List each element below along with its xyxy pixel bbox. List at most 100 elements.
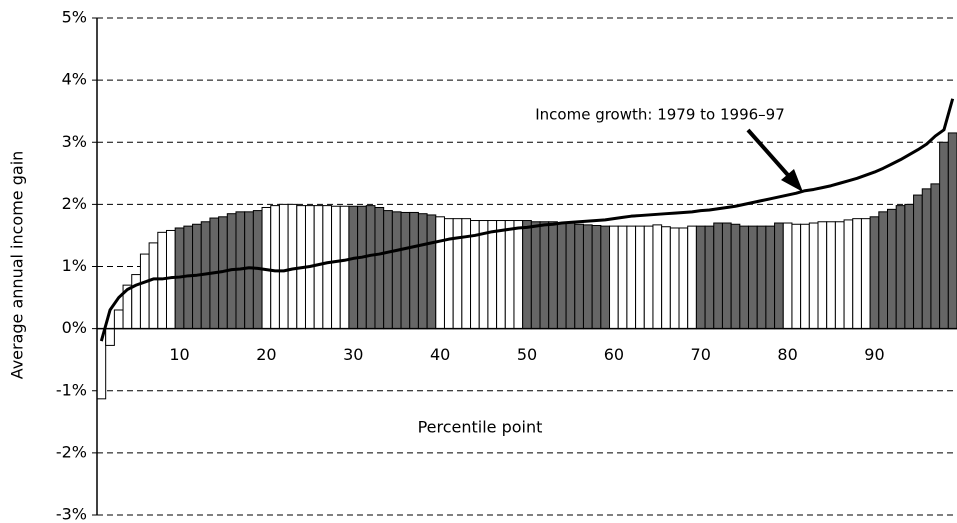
bar [852, 218, 862, 330]
bar [331, 205, 341, 330]
y-tick-label: 0% [62, 318, 87, 337]
bar [400, 211, 411, 330]
bar [600, 225, 611, 330]
bar [478, 220, 489, 330]
y-axis-label: Average annual income gain [8, 151, 27, 380]
bar [904, 203, 915, 330]
x-tick-label: 90 [864, 345, 884, 364]
y-tick-label: 1% [62, 256, 87, 275]
bar [504, 220, 515, 330]
bar [921, 188, 932, 330]
y-tick-label: 5% [62, 8, 87, 27]
bar [339, 205, 350, 330]
bar [548, 221, 558, 330]
bar [487, 220, 498, 330]
annotation-arrow [746, 128, 803, 192]
bar [443, 218, 454, 330]
bar [322, 205, 333, 330]
bar [669, 227, 680, 330]
bar [383, 210, 393, 330]
bar [591, 224, 602, 330]
bar [609, 225, 619, 330]
plot-area: -3% -2% -1% 0% 1% 2% 3% 4% 5% 10 20 30 40 50 60 70 80 90 [56, 8, 957, 523]
bar [826, 221, 836, 330]
bar [930, 183, 941, 330]
bar [765, 225, 776, 330]
bar [435, 216, 445, 330]
x-tick-label: 80 [777, 345, 797, 364]
bar [357, 205, 367, 330]
bar [574, 223, 584, 330]
bar [843, 219, 854, 330]
bar [626, 225, 637, 330]
x-tick-label: 30 [343, 345, 363, 364]
x-tick-label: 60 [604, 345, 624, 364]
bar [756, 225, 767, 330]
bar [774, 222, 784, 330]
bar [834, 221, 845, 330]
y-tick-label: 3% [62, 132, 87, 151]
bar [617, 225, 628, 330]
bar [148, 242, 159, 330]
bar [270, 205, 280, 330]
bar [278, 203, 289, 330]
bar [878, 211, 889, 330]
bar [582, 224, 593, 330]
bar [522, 220, 532, 330]
bar [565, 222, 576, 330]
bar [817, 221, 828, 330]
bar [739, 225, 750, 330]
bar [391, 211, 402, 330]
bar [687, 225, 697, 330]
bar [939, 141, 949, 330]
bar [496, 220, 506, 330]
bar [556, 222, 567, 330]
bar [452, 218, 463, 330]
bar [704, 225, 715, 330]
bar [348, 205, 359, 330]
y-tick-label: -2% [56, 442, 87, 461]
bar [539, 221, 550, 330]
bar [652, 224, 663, 330]
bar [678, 227, 689, 330]
bar [895, 205, 906, 330]
bar [417, 213, 428, 330]
bar [791, 223, 802, 330]
bar [748, 225, 758, 330]
bar [860, 218, 871, 330]
x-tick-label: 70 [691, 345, 711, 364]
income-growth-line [99, 98, 955, 342]
x-tick-label: 20 [256, 345, 276, 364]
annotation: Income growth: 1979 to 1996–97 [535, 106, 785, 124]
bar [782, 222, 793, 330]
x-tick-label: 10 [169, 345, 189, 364]
bar [808, 222, 819, 330]
y-tick-label: 2% [62, 194, 87, 213]
bar [157, 231, 167, 330]
bar [105, 328, 115, 346]
bar [730, 223, 741, 330]
bar [869, 216, 880, 330]
bar [409, 211, 419, 330]
bar [800, 223, 810, 330]
bar [426, 214, 437, 330]
bar [244, 211, 254, 330]
bar [643, 225, 654, 330]
bar [721, 222, 732, 330]
bar [139, 253, 150, 330]
bar [513, 220, 524, 330]
bar [913, 194, 923, 330]
bar [713, 222, 723, 330]
y-tick-label: -1% [56, 380, 87, 399]
bar [113, 309, 124, 330]
bar [635, 225, 645, 330]
bar [374, 206, 385, 330]
bar [661, 226, 671, 330]
bar [313, 205, 324, 330]
bar [695, 225, 706, 330]
x-axis-label: Percentile point [418, 418, 543, 437]
bar [530, 221, 541, 330]
x-tick-label: 40 [430, 345, 450, 364]
bar [947, 132, 957, 330]
